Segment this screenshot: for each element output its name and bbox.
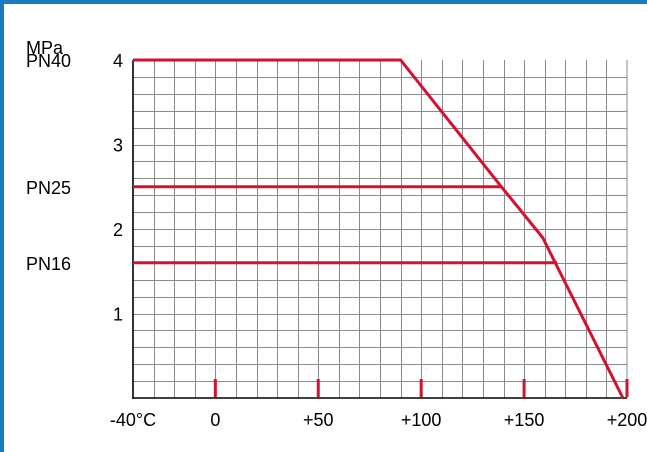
chart-axes xyxy=(132,60,627,399)
x-axis-ticks xyxy=(213,379,629,397)
x-tick-label: 0 xyxy=(210,410,220,430)
x-tick-label: +200 xyxy=(607,410,647,430)
pressure-class-label: PN16 xyxy=(26,254,71,274)
chart-grid xyxy=(133,60,628,398)
y-tick-label: 4 xyxy=(113,51,123,71)
y-tick-label: 2 xyxy=(113,220,123,240)
y-tick-labels: 1 2 3 4 xyxy=(113,51,123,325)
y-axis-unit-label: MPa xyxy=(26,38,64,58)
y-tick-label: 1 xyxy=(113,305,123,325)
pressure-class-label: PN25 xyxy=(26,178,71,198)
pressure-class-labels: PN40 PN25 PN16 xyxy=(26,51,71,274)
y-tick-label: 3 xyxy=(113,136,123,156)
x-tick-labels: -40°C 0 +50 +100 +150 +200 xyxy=(110,410,647,430)
x-tick-label: +100 xyxy=(401,410,442,430)
x-tick-label: +150 xyxy=(504,410,545,430)
x-tick-label: -40°C xyxy=(110,410,156,430)
chart-series xyxy=(133,58,625,399)
pressure-class-label: PN40 xyxy=(26,51,71,71)
x-tick-label: +50 xyxy=(303,410,334,430)
